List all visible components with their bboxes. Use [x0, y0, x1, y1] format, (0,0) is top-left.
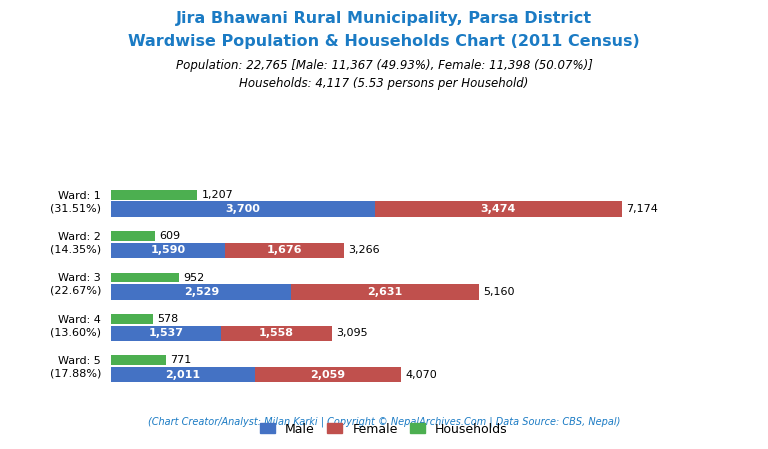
Text: 1,676: 1,676: [266, 246, 302, 255]
Bar: [220, 326, 332, 341]
Text: Population: 22,765 [Male: 11,367 (49.93%), Female: 11,398 (50.07%)]: Population: 22,765 [Male: 11,367 (49.93%…: [176, 59, 592, 72]
Bar: [375, 201, 622, 217]
Text: 3,700: 3,700: [226, 204, 260, 214]
Bar: [111, 243, 224, 258]
Text: Wardwise Population & Households Chart (2011 Census): Wardwise Population & Households Chart (…: [128, 34, 640, 48]
Text: 7,174: 7,174: [626, 204, 658, 214]
Bar: [111, 326, 220, 341]
Bar: [111, 231, 154, 241]
Bar: [111, 273, 179, 282]
Text: 3,095: 3,095: [336, 328, 368, 338]
Bar: [111, 367, 254, 383]
Text: 2,529: 2,529: [184, 287, 219, 297]
Text: 1,537: 1,537: [148, 328, 184, 338]
Text: Households: 4,117 (5.53 persons per Household): Households: 4,117 (5.53 persons per Hous…: [240, 77, 528, 90]
Bar: [111, 355, 166, 365]
Text: (Chart Creator/Analyst: Milan Karki | Copyright © NepalArchives.Com | Data Sourc: (Chart Creator/Analyst: Milan Karki | Co…: [147, 417, 621, 427]
Text: 4,070: 4,070: [406, 370, 437, 379]
Text: 2,059: 2,059: [310, 370, 346, 379]
Text: 3,266: 3,266: [348, 246, 379, 255]
Text: 2,631: 2,631: [367, 287, 402, 297]
Text: 609: 609: [159, 231, 180, 241]
Text: 578: 578: [157, 314, 178, 324]
Bar: [224, 243, 344, 258]
Text: 1,558: 1,558: [259, 328, 293, 338]
Text: 1,207: 1,207: [201, 190, 233, 200]
Bar: [111, 284, 291, 299]
Bar: [111, 201, 375, 217]
Bar: [111, 314, 153, 324]
Text: 771: 771: [170, 355, 192, 365]
Bar: [254, 367, 401, 383]
Text: 952: 952: [184, 273, 204, 282]
Text: 1,590: 1,590: [151, 246, 186, 255]
Text: 3,474: 3,474: [481, 204, 516, 214]
Legend: Male, Female, Households: Male, Female, Households: [255, 418, 513, 440]
Text: 5,160: 5,160: [483, 287, 515, 297]
Text: 2,011: 2,011: [165, 370, 200, 379]
Text: Jira Bhawani Rural Municipality, Parsa District: Jira Bhawani Rural Municipality, Parsa D…: [176, 11, 592, 26]
Bar: [111, 190, 197, 200]
Bar: [291, 284, 478, 299]
